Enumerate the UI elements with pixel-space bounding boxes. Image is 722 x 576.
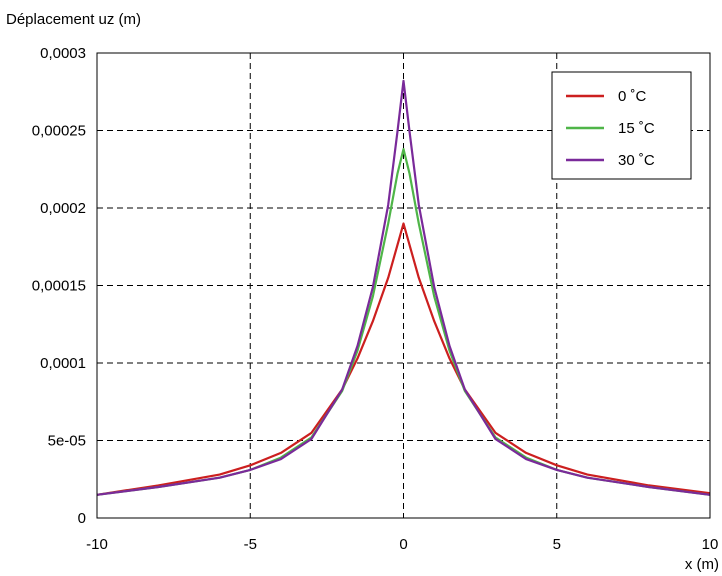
y-tick-labels: 0 5e-05 0,0001 0,00015 0,0002 0,00025 0,0003 [32,45,86,527]
x-tick-label: 0 [399,536,407,553]
x-tick-label: 10 [702,536,719,553]
series-lines [96,79,711,496]
y-tick-label: 0,00025 [32,123,86,140]
legend-label: 0 ˚C [618,88,647,105]
series-line [96,148,711,496]
x-tick-labels: -10 -5 0 5 10 [86,536,718,553]
x-tick-label: -10 [86,536,108,553]
series-line [96,79,711,496]
x-axis-label: x (m) [685,556,719,573]
legend-label: 30 ˚C [618,152,655,169]
series-line [96,222,711,496]
y-tick-label: 0,00015 [32,278,86,295]
plot-frame [96,52,711,519]
legend: 0 ˚C 15 ˚C 30 ˚C [551,71,692,180]
y-tick-label: 0,0001 [40,355,86,372]
x-tick-label: -5 [244,536,257,553]
y-tick-label: 0,0002 [40,200,86,217]
y-tick-label: 5e-05 [48,433,86,450]
x-tick-label: 5 [553,536,561,553]
legend-label: 15 ˚C [618,120,655,137]
y-tick-label: 0,0003 [40,45,86,62]
y-tick-label: 0 [78,510,86,527]
y-axis-label: Déplacement uz (m) [6,11,141,28]
